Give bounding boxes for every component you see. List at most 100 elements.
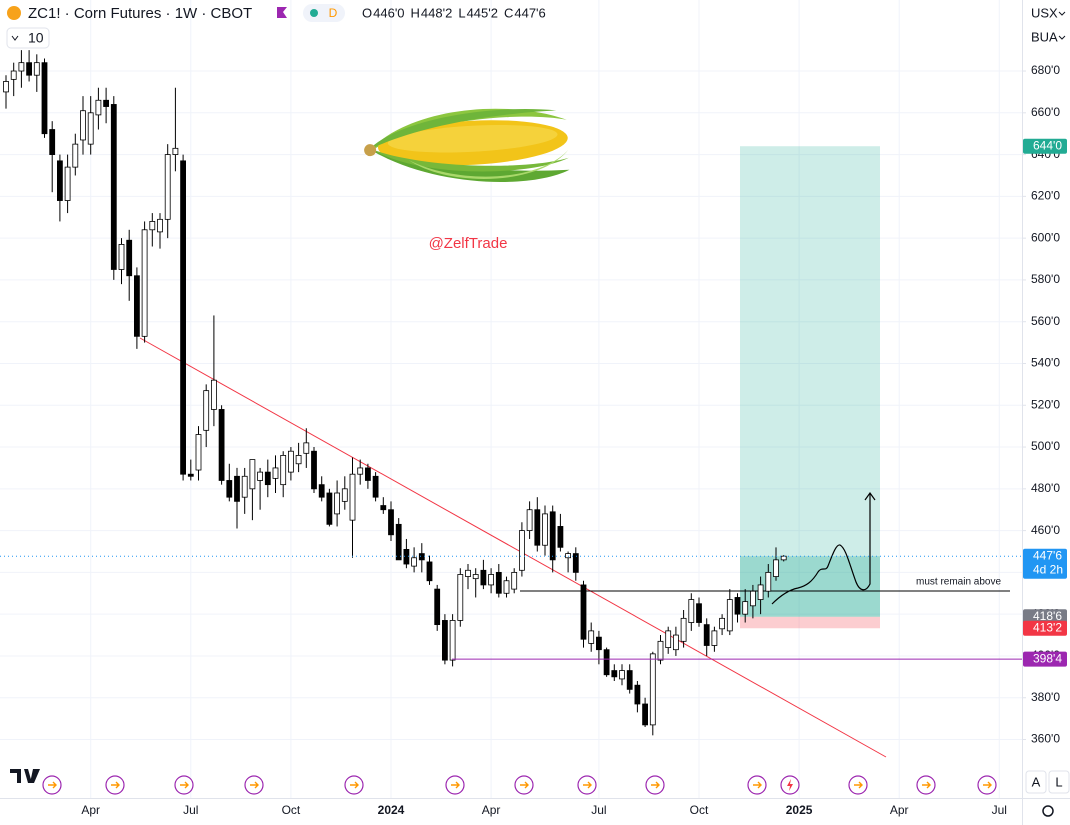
projection-path <box>771 494 871 605</box>
candle-body <box>172 147 179 155</box>
price-label-box <box>1023 548 1067 579</box>
candle-body <box>603 649 610 676</box>
candle-body <box>49 129 56 155</box>
scale-button-box[interactable] <box>1048 770 1070 794</box>
ohlc-value: 445'2 <box>467 5 498 20</box>
candle-body <box>457 574 464 621</box>
candle-body <box>203 390 210 431</box>
y-tick-label: 620'0 <box>1031 189 1060 203</box>
candle-body <box>726 599 733 632</box>
status-pill[interactable] <box>303 4 345 22</box>
candle-body <box>596 636 602 651</box>
candle-body <box>665 630 672 648</box>
candle-body <box>341 488 348 502</box>
trend-line <box>139 337 887 758</box>
axes: 360'0380'0400'0420'0440'0460'0480'0500'0… <box>81 63 1067 817</box>
symbol-title[interactable]: ZC1! · Corn Futures · 1W · CBOT <box>28 5 252 22</box>
x-tick-label: Apr <box>890 803 909 817</box>
ohlc-key: O <box>362 5 372 20</box>
candle-body <box>303 442 310 454</box>
x-tick-label: 2025 <box>786 803 813 817</box>
indicator-toggle[interactable] <box>6 27 50 49</box>
candle-body <box>680 617 687 642</box>
candle-body <box>64 166 71 201</box>
candle-body <box>588 630 595 644</box>
candle-body <box>87 112 94 145</box>
candle-body <box>642 703 648 726</box>
candle-body <box>349 473 356 521</box>
scale-button[interactable]: L <box>1055 774 1062 789</box>
scale-button-box[interactable] <box>1025 770 1047 794</box>
y-tick-label: 660'0 <box>1031 105 1060 119</box>
target-zone <box>740 146 880 557</box>
candle-body <box>118 244 125 270</box>
candle-body <box>619 670 625 680</box>
candle-body <box>364 467 371 481</box>
x-tick-label: 2024 <box>378 803 405 817</box>
ohlc-key: H <box>411 5 420 20</box>
x-tick-label: Apr <box>81 803 100 817</box>
candle-body <box>311 450 317 490</box>
scale-button[interactable]: A <box>1032 774 1041 789</box>
chevron <box>1058 35 1066 40</box>
candle-body <box>580 584 587 640</box>
candle-body <box>103 99 109 107</box>
candle-body <box>133 275 140 337</box>
ohlc-key: C <box>504 5 513 20</box>
candles <box>3 50 787 736</box>
candle-body <box>257 471 264 481</box>
candle-body <box>3 81 9 93</box>
watermark: @ZelfTrade <box>429 235 508 252</box>
candle-body <box>272 467 279 479</box>
candle-body <box>503 580 510 594</box>
candle-body <box>357 467 364 475</box>
market-status-dot <box>310 9 318 17</box>
candle-body <box>318 484 325 498</box>
x-tick-label: Apr <box>482 803 501 817</box>
candle-body <box>10 70 17 80</box>
candle-body <box>41 62 48 135</box>
event-arrow <box>651 781 660 789</box>
chevron <box>11 35 19 41</box>
settings-icon[interactable] <box>1042 805 1054 817</box>
price-label: 447'6 <box>1033 548 1062 562</box>
candle-body <box>411 557 418 567</box>
candle-body <box>611 670 618 678</box>
candle-body <box>480 569 487 586</box>
x-tick-label: Jul <box>183 803 198 817</box>
candle-body <box>757 584 764 600</box>
candle-body <box>449 620 456 661</box>
ohlc-header: O 446'0 H 448'2 L 445'2 C 447'6 <box>362 5 546 20</box>
x-tick-label: Jul <box>591 803 606 817</box>
y-tick-label: 560'0 <box>1031 314 1060 328</box>
flag-icon[interactable] <box>277 7 287 18</box>
candle-body <box>395 523 402 561</box>
unit[interactable]: BUA <box>1031 29 1058 44</box>
candle-body <box>565 553 571 559</box>
candle-body <box>688 599 695 623</box>
candle-body <box>264 471 271 486</box>
candle-body <box>742 601 749 615</box>
logo[interactable] <box>10 769 40 783</box>
x-tick-label: Jul <box>992 803 1007 817</box>
y-tick-label: 480'0 <box>1031 481 1060 495</box>
candle-body <box>534 509 541 546</box>
candle-body <box>57 160 63 201</box>
price-label-box <box>1023 620 1067 636</box>
candle-body <box>673 634 679 651</box>
candle-body <box>241 475 248 498</box>
candle-body <box>765 571 772 592</box>
events <box>42 775 997 795</box>
event-arrow <box>111 781 120 789</box>
candle-body <box>326 492 333 525</box>
stop-zone <box>740 616 880 629</box>
currency[interactable]: USX <box>1031 5 1058 20</box>
event-arrow <box>520 781 529 789</box>
price-label: 644'0 <box>1033 138 1062 152</box>
candle-body <box>380 505 387 511</box>
candle-body <box>334 492 341 515</box>
candle-body <box>780 555 787 561</box>
price-label-box <box>1023 651 1067 667</box>
candle-body <box>426 561 433 582</box>
